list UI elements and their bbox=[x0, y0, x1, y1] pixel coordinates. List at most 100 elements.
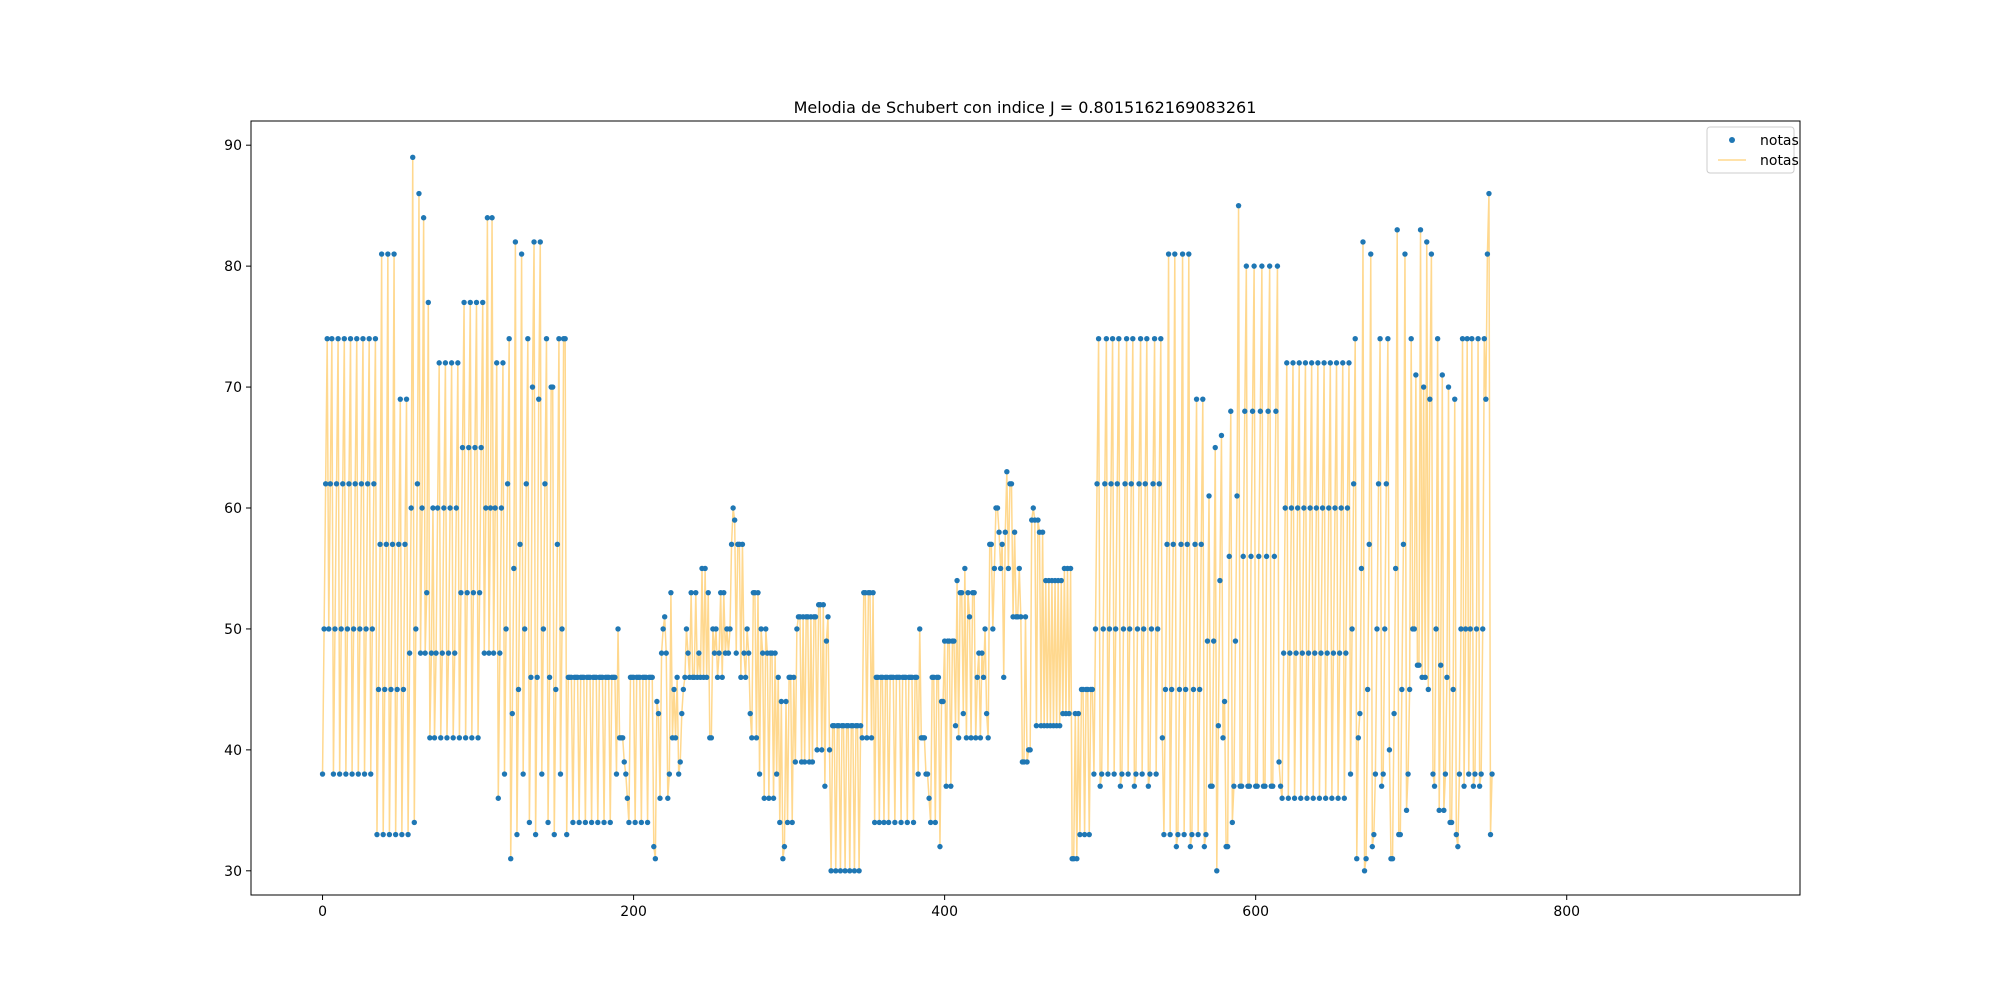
data-point bbox=[1196, 686, 1203, 693]
data-point bbox=[1453, 831, 1460, 838]
data-point bbox=[344, 626, 351, 632]
data-point bbox=[410, 154, 416, 160]
data-point bbox=[371, 481, 377, 487]
data-point bbox=[1296, 360, 1302, 366]
data-point bbox=[749, 735, 755, 741]
data-point bbox=[523, 481, 529, 487]
data-point bbox=[1176, 686, 1183, 693]
data-point bbox=[1326, 505, 1332, 511]
data-point bbox=[859, 735, 865, 741]
data-point bbox=[994, 505, 1001, 511]
data-point bbox=[638, 819, 645, 826]
data-point bbox=[1473, 626, 1480, 632]
data-point bbox=[1266, 263, 1273, 269]
data-point bbox=[990, 626, 996, 632]
data-point bbox=[1153, 771, 1159, 777]
data-point bbox=[1441, 807, 1447, 814]
data-point bbox=[1145, 783, 1152, 789]
data-point bbox=[368, 771, 374, 777]
data-point bbox=[537, 239, 543, 245]
data-point bbox=[357, 626, 363, 632]
data-point bbox=[347, 335, 354, 342]
data-point bbox=[497, 650, 503, 656]
data-point bbox=[1074, 856, 1080, 862]
data-point bbox=[1338, 505, 1344, 511]
data-point bbox=[1125, 771, 1131, 777]
data-point bbox=[766, 795, 772, 801]
data-point bbox=[721, 589, 727, 596]
data-point bbox=[335, 335, 341, 342]
data-point bbox=[1263, 553, 1270, 560]
data-point bbox=[955, 735, 962, 741]
data-point bbox=[725, 650, 732, 656]
data-point bbox=[940, 698, 946, 705]
data-point bbox=[1148, 626, 1155, 632]
data-point bbox=[486, 650, 492, 656]
data-point bbox=[1430, 771, 1436, 777]
data-point bbox=[1165, 251, 1172, 257]
data-point bbox=[1217, 577, 1223, 584]
data-point bbox=[620, 735, 626, 741]
data-point bbox=[661, 614, 668, 620]
data-point bbox=[1361, 868, 1368, 874]
data-point bbox=[1459, 335, 1466, 342]
data-point bbox=[450, 735, 456, 741]
data-point bbox=[1366, 541, 1372, 547]
data-point bbox=[1221, 698, 1228, 705]
data-point bbox=[1102, 481, 1108, 487]
data-point bbox=[755, 589, 761, 596]
data-point bbox=[654, 698, 660, 705]
data-point bbox=[343, 771, 349, 777]
data-point bbox=[531, 239, 537, 245]
data-point bbox=[495, 795, 501, 801]
data-point bbox=[951, 638, 957, 644]
data-point bbox=[666, 771, 673, 777]
data-point bbox=[1293, 650, 1299, 656]
data-point bbox=[973, 735, 979, 741]
data-point bbox=[402, 541, 408, 547]
data-point bbox=[489, 215, 495, 221]
data-point bbox=[388, 686, 394, 693]
data-point bbox=[1420, 384, 1427, 390]
data-point bbox=[1039, 529, 1046, 535]
data-point bbox=[719, 674, 725, 681]
data-point bbox=[1035, 517, 1041, 523]
data-point bbox=[1181, 831, 1187, 838]
data-point bbox=[324, 335, 330, 342]
data-point bbox=[792, 759, 799, 765]
data-point bbox=[369, 626, 376, 632]
data-point bbox=[868, 735, 875, 741]
data-point bbox=[1380, 771, 1386, 777]
data-point bbox=[452, 650, 458, 656]
data-point bbox=[825, 614, 831, 620]
data-point bbox=[828, 868, 834, 874]
data-point bbox=[672, 735, 679, 741]
data-point bbox=[1350, 481, 1357, 487]
data-point bbox=[1190, 686, 1197, 693]
data-point bbox=[1198, 541, 1204, 547]
data-point bbox=[927, 819, 934, 826]
data-point bbox=[1231, 783, 1237, 789]
series-markers-notas bbox=[319, 154, 1495, 874]
data-point bbox=[322, 481, 329, 487]
data-point bbox=[632, 819, 638, 826]
data-point bbox=[588, 819, 595, 826]
data-point bbox=[682, 674, 688, 681]
data-point bbox=[472, 444, 478, 451]
data-point bbox=[1484, 251, 1491, 257]
data-point bbox=[1123, 335, 1130, 342]
data-point bbox=[660, 626, 666, 632]
data-point bbox=[1439, 372, 1446, 378]
data-point bbox=[713, 626, 719, 632]
data-point bbox=[777, 819, 783, 826]
data-point bbox=[458, 589, 464, 596]
data-point bbox=[1220, 735, 1226, 741]
x-tick-label: 600 bbox=[1242, 904, 1269, 920]
data-point bbox=[333, 481, 340, 487]
data-point bbox=[481, 650, 487, 656]
data-point bbox=[1307, 505, 1313, 511]
data-point bbox=[330, 771, 337, 777]
data-point bbox=[1091, 771, 1097, 777]
data-point bbox=[1226, 553, 1232, 560]
data-point bbox=[716, 650, 722, 656]
